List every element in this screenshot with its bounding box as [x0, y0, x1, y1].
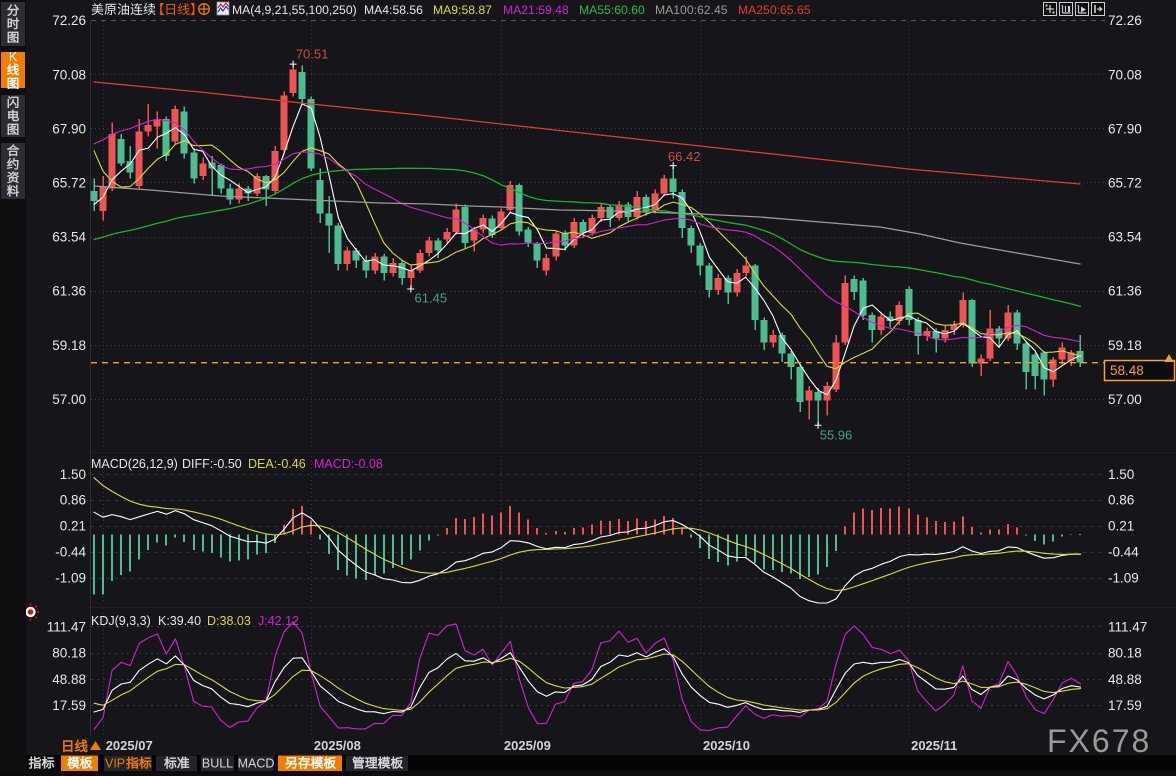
svg-text:MA9:58.87: MA9:58.87 — [433, 3, 492, 17]
svg-text:58.48: 58.48 — [1110, 363, 1144, 378]
svg-text:MA250:65.65: MA250:65.65 — [738, 3, 811, 17]
svg-text:BULL: BULL — [202, 757, 233, 771]
svg-text:2025/10: 2025/10 — [703, 738, 750, 753]
svg-text:MACD: MACD — [238, 757, 275, 771]
svg-text:0.86: 0.86 — [1108, 493, 1134, 508]
svg-text:DEA:-0.46: DEA:-0.46 — [248, 457, 306, 471]
svg-text:48.88: 48.88 — [1108, 672, 1142, 687]
svg-text:MA55:60.60: MA55:60.60 — [579, 3, 645, 17]
svg-text:MA4:58.56: MA4:58.56 — [364, 3, 423, 17]
svg-text:72.26: 72.26 — [1108, 13, 1142, 28]
svg-text:61.36: 61.36 — [52, 284, 86, 299]
svg-text:80.18: 80.18 — [1108, 646, 1142, 661]
svg-text:MACD:-0.08: MACD:-0.08 — [314, 457, 383, 471]
svg-text:KDJ(9,3,3): KDJ(9,3,3) — [91, 614, 151, 628]
svg-text:17.59: 17.59 — [1108, 698, 1142, 713]
svg-text:FX678: FX678 — [1047, 723, 1151, 759]
svg-text:2025/11: 2025/11 — [911, 738, 957, 753]
svg-text:59.18: 59.18 — [52, 338, 86, 353]
svg-text:D:38.03: D:38.03 — [207, 614, 251, 628]
svg-text:111.47: 111.47 — [1108, 619, 1147, 634]
svg-text:70.08: 70.08 — [52, 67, 86, 82]
svg-text:MA(4,9,21,55,100,250): MA(4,9,21,55,100,250) — [232, 3, 357, 17]
svg-text:65.72: 65.72 — [52, 176, 86, 191]
svg-text:2025/09: 2025/09 — [504, 738, 551, 753]
svg-text:111.47: 111.47 — [47, 619, 86, 634]
svg-text:67.90: 67.90 — [52, 121, 86, 136]
svg-text:-0.44: -0.44 — [55, 545, 86, 560]
svg-text:66.42: 66.42 — [668, 149, 701, 164]
svg-text:63.54: 63.54 — [1108, 230, 1142, 245]
svg-text:0.21: 0.21 — [1108, 519, 1134, 534]
svg-text:72.26: 72.26 — [52, 13, 86, 28]
svg-text:MA21:59.48: MA21:59.48 — [503, 3, 569, 17]
svg-text:1.50: 1.50 — [1108, 467, 1134, 482]
svg-text:55.96: 55.96 — [820, 428, 853, 443]
svg-text:57.00: 57.00 — [1108, 392, 1142, 407]
svg-text:61.45: 61.45 — [415, 291, 448, 306]
svg-text:63.54: 63.54 — [52, 230, 86, 245]
svg-text:-0.44: -0.44 — [1108, 545, 1139, 560]
svg-text:VIP: VIP — [105, 757, 125, 771]
svg-text:K:39.40: K:39.40 — [158, 614, 201, 628]
svg-text:MA100:62.45: MA100:62.45 — [655, 3, 728, 17]
svg-text:17.59: 17.59 — [52, 698, 86, 713]
svg-text:DIFF:-0.50: DIFF:-0.50 — [182, 457, 242, 471]
svg-text:67.90: 67.90 — [1108, 121, 1142, 136]
svg-text:0.86: 0.86 — [60, 493, 86, 508]
svg-text:2025/08: 2025/08 — [314, 738, 361, 753]
svg-text:K: K — [9, 50, 18, 64]
svg-text:57.00: 57.00 — [52, 392, 86, 407]
svg-text:70.51: 70.51 — [296, 47, 329, 62]
svg-text:MACD(26,12,9): MACD(26,12,9) — [91, 457, 178, 471]
svg-text:59.18: 59.18 — [1108, 338, 1142, 353]
svg-text:80.18: 80.18 — [52, 646, 86, 661]
svg-text:2025/07: 2025/07 — [106, 738, 153, 753]
svg-text:48.88: 48.88 — [52, 672, 86, 687]
svg-text:J:42.12: J:42.12 — [258, 614, 299, 628]
svg-text:0.21: 0.21 — [60, 519, 86, 534]
svg-text:70.08: 70.08 — [1108, 67, 1142, 82]
svg-text:-1.09: -1.09 — [55, 571, 86, 586]
svg-text:65.72: 65.72 — [1108, 176, 1142, 191]
svg-text:-1.09: -1.09 — [1108, 571, 1139, 586]
svg-text:61.36: 61.36 — [1108, 284, 1142, 299]
svg-text:1.50: 1.50 — [60, 467, 86, 482]
